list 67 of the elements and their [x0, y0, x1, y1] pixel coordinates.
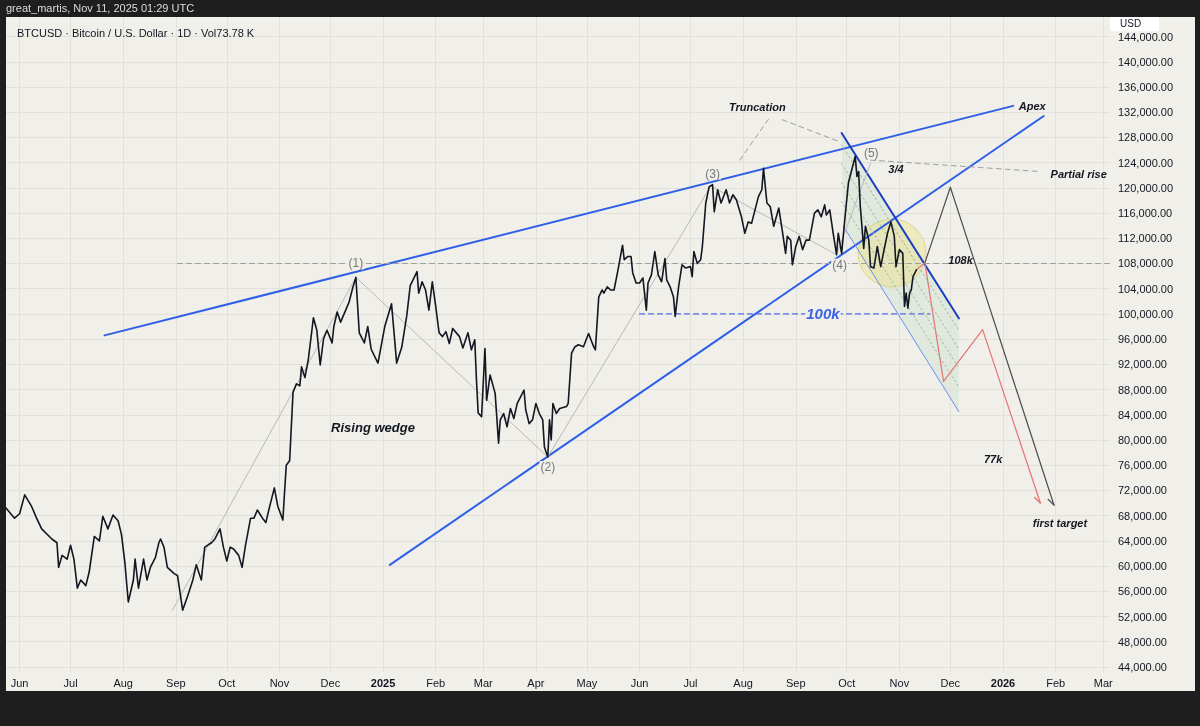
y-tick-label: 108,000.00: [1118, 257, 1174, 270]
y-tick-label: 92,000.00: [1118, 358, 1167, 371]
y-tick-label: 120,000.00: [1118, 181, 1174, 194]
annotation: 108k: [948, 254, 974, 267]
x-tick-label: Jul: [683, 676, 698, 689]
x-tick-label: 2025: [370, 676, 396, 689]
x-tick-label: Aug: [733, 676, 753, 689]
y-tick-label: 88,000.00: [1118, 383, 1167, 396]
annotation: Apex: [1017, 99, 1047, 112]
y-tick-label: 116,000.00: [1118, 207, 1173, 220]
x-tick-label: Dec: [320, 676, 341, 689]
annotation: 100k: [806, 305, 841, 323]
line-series: [171, 162, 872, 611]
x-tick-label: Nov: [889, 676, 910, 689]
y-tick-label: 56,000.00: [1118, 585, 1167, 598]
annotation: Partial rise: [1050, 168, 1107, 181]
y-tick-label: 128,000.00: [1118, 131, 1174, 144]
y-tick-label: 100,000.00: [1118, 307, 1174, 320]
y-tick-label: 132,000.00: [1118, 106, 1174, 119]
y-tick-label: 64,000.00: [1118, 534, 1167, 547]
x-tick-label: Jun: [630, 676, 649, 689]
x-tick-label: Dec: [940, 676, 961, 689]
annotation: Truncation: [728, 100, 786, 113]
y-tick-label: 140,000.00: [1118, 55, 1174, 68]
annotation: (2): [540, 460, 556, 475]
x-tick-label: Nov: [269, 676, 290, 689]
annotation: 77k: [983, 452, 1004, 465]
x-tick-label: 2026: [990, 676, 1016, 689]
x-tick-label: Jun: [10, 676, 29, 689]
y-tick-label: 84,000.00: [1118, 408, 1167, 421]
annotation: (4): [832, 257, 847, 272]
text: BTCUSD · Bitcoin / U.S. Dollar · 1D · Vol73.78 K: [17, 26, 255, 39]
x-tick-label: Apr: [527, 676, 545, 689]
x-tick-label: Jul: [63, 676, 78, 689]
y-tick-label: 104,000.00: [1118, 282, 1174, 295]
y-tick-label: 44,000.00: [1118, 660, 1167, 673]
x-tick-label: Feb: [426, 676, 446, 689]
y-tick-label: 48,000.00: [1118, 635, 1167, 648]
y-tick-label: 96,000.00: [1118, 333, 1167, 346]
y-tick-label: 112,000.00: [1118, 232, 1173, 245]
annotation: first target: [1032, 516, 1089, 529]
x-tick-label: Sep: [786, 676, 806, 689]
x-tick-label: Feb: [1046, 676, 1066, 689]
y-tick-label: 52,000.00: [1118, 610, 1167, 623]
line-series: [915, 262, 1041, 504]
y-tick-label: 72,000.00: [1118, 484, 1167, 497]
x-tick-label: Oct: [838, 676, 856, 689]
y-tick-label: 60,000.00: [1118, 560, 1167, 573]
annotation: (1): [348, 256, 364, 271]
annotation: 3/4: [888, 163, 904, 175]
x-tick-label: Oct: [218, 676, 236, 689]
x-tick-label: May: [576, 676, 598, 689]
annotation: Rising wedge: [331, 419, 415, 435]
x-tick-label: Mar: [1093, 676, 1114, 689]
y-tick-label: 144,000.00: [1118, 30, 1174, 43]
x-tick-label: Sep: [166, 676, 186, 689]
text: great_martis, Nov 11, 2025 01:29 UTC: [6, 2, 195, 14]
annotation: (3): [705, 166, 720, 181]
y-tick-label: 80,000.00: [1118, 434, 1167, 447]
y-tick-label: 76,000.00: [1118, 459, 1167, 472]
y-tick-label: 124,000.00: [1118, 156, 1174, 169]
y-tick-label: 68,000.00: [1118, 509, 1167, 522]
annotation: (5): [863, 146, 879, 161]
y-axis-title: USD: [1120, 17, 1142, 29]
x-tick-label: Aug: [113, 676, 133, 689]
x-tick-label: Mar: [473, 676, 494, 689]
y-tick-label: 136,000.00: [1118, 80, 1174, 93]
